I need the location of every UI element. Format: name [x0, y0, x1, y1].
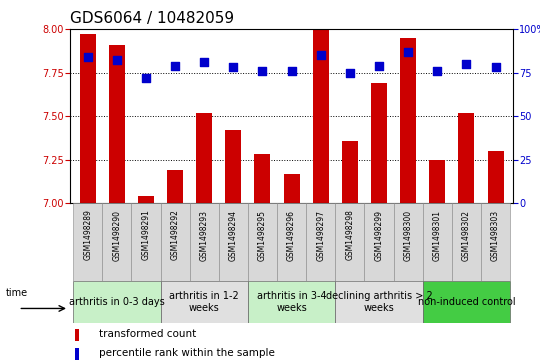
Bar: [371, 83, 387, 203]
Point: [112, 57, 121, 63]
Text: GSM1498290: GSM1498290: [112, 209, 122, 261]
Bar: [452, 203, 481, 281]
Point: [141, 75, 150, 81]
Bar: [284, 174, 300, 203]
Bar: [167, 170, 183, 203]
Bar: [75, 329, 79, 341]
Text: GSM1498291: GSM1498291: [141, 209, 151, 260]
Bar: [160, 281, 248, 323]
Bar: [109, 45, 125, 203]
Bar: [481, 203, 510, 281]
Bar: [313, 29, 329, 203]
Point: [287, 68, 296, 74]
Text: GSM1498301: GSM1498301: [433, 209, 442, 261]
Bar: [342, 140, 358, 203]
Text: GSM1498294: GSM1498294: [229, 209, 238, 261]
Bar: [138, 196, 154, 203]
Bar: [225, 130, 241, 203]
Point: [491, 65, 500, 70]
Text: GSM1498295: GSM1498295: [258, 209, 267, 261]
Text: non-induced control: non-induced control: [417, 297, 515, 307]
Bar: [196, 113, 212, 203]
Bar: [73, 203, 102, 281]
Text: arthritis in 3-4
weeks: arthritis in 3-4 weeks: [257, 291, 326, 313]
Bar: [75, 348, 79, 360]
Text: GSM1498303: GSM1498303: [491, 209, 500, 261]
Bar: [248, 203, 277, 281]
Text: GSM1498289: GSM1498289: [83, 209, 92, 260]
Point: [375, 63, 383, 69]
Text: GSM1498302: GSM1498302: [462, 209, 471, 261]
Bar: [488, 151, 503, 203]
Bar: [80, 34, 96, 203]
Bar: [394, 203, 423, 281]
Point: [404, 49, 413, 54]
Bar: [190, 203, 219, 281]
Bar: [73, 281, 160, 323]
Bar: [131, 203, 160, 281]
Text: GSM1498299: GSM1498299: [375, 209, 383, 261]
Bar: [364, 203, 394, 281]
Text: GSM1498292: GSM1498292: [171, 209, 180, 260]
Point: [171, 63, 179, 69]
Text: arthritis in 1-2
weeks: arthritis in 1-2 weeks: [170, 291, 239, 313]
Point: [433, 68, 442, 74]
Bar: [335, 203, 364, 281]
Bar: [277, 203, 306, 281]
Bar: [248, 281, 335, 323]
Bar: [335, 281, 423, 323]
Bar: [102, 203, 131, 281]
Bar: [400, 38, 416, 203]
Point: [200, 59, 208, 65]
Bar: [160, 203, 190, 281]
Text: GSM1498293: GSM1498293: [200, 209, 208, 261]
Text: declining arthritis > 2
weeks: declining arthritis > 2 weeks: [326, 291, 433, 313]
Text: arthritis in 0-3 days: arthritis in 0-3 days: [69, 297, 165, 307]
Text: percentile rank within the sample: percentile rank within the sample: [99, 348, 275, 358]
Text: transformed count: transformed count: [99, 329, 196, 339]
Point: [229, 65, 238, 70]
Point: [316, 52, 325, 58]
Text: GDS6064 / 10482059: GDS6064 / 10482059: [70, 11, 234, 26]
Text: GSM1498300: GSM1498300: [403, 209, 413, 261]
Bar: [458, 113, 475, 203]
Point: [258, 68, 267, 74]
Text: time: time: [5, 288, 28, 298]
Bar: [423, 203, 452, 281]
Text: GSM1498297: GSM1498297: [316, 209, 325, 261]
Bar: [306, 203, 335, 281]
Text: GSM1498296: GSM1498296: [287, 209, 296, 261]
Point: [346, 70, 354, 76]
Bar: [429, 160, 445, 203]
Bar: [254, 155, 271, 203]
Bar: [423, 281, 510, 323]
Point: [462, 61, 471, 67]
Text: GSM1498298: GSM1498298: [346, 209, 354, 260]
Bar: [219, 203, 248, 281]
Point: [83, 54, 92, 60]
